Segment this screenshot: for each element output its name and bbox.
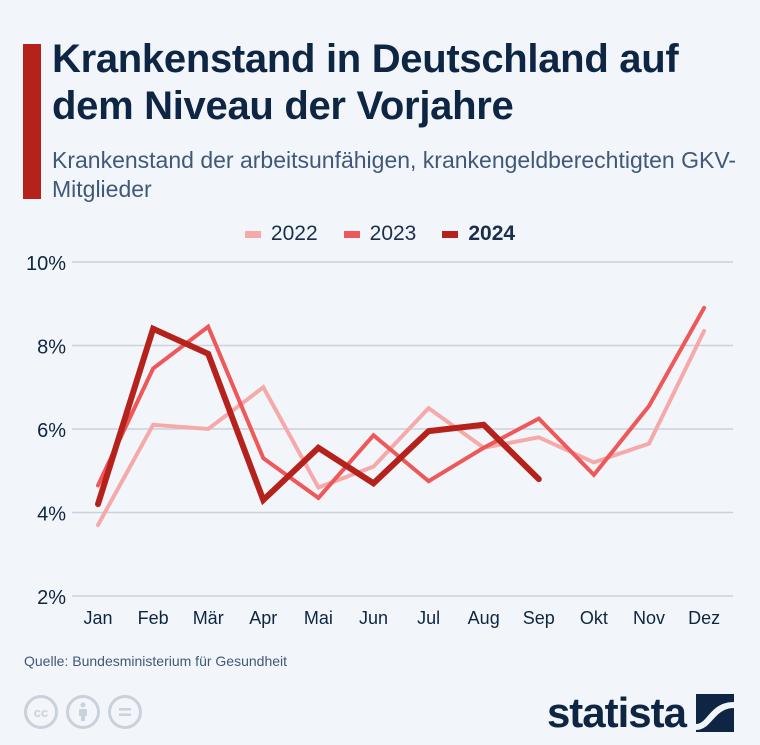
legend-item-2022: 2022 xyxy=(244,222,318,246)
y-tick-label: 4% xyxy=(37,504,66,526)
legend: 2022 2023 2024 xyxy=(0,222,760,246)
source-note: Quelle: Bundesministerium für Gesundheit xyxy=(24,653,288,669)
x-tick-label: Feb xyxy=(138,608,169,628)
title-accent-bar xyxy=(23,44,41,199)
x-tick-label: Mai xyxy=(304,608,333,628)
line-chart: 2% 4% 6% 8% 10% Jan Feb Mär Apr Mai Jun Jul Aug Sep O… xyxy=(26,253,733,628)
chart-subtitle: Krankenstand der arbeitsunfähigen, krank… xyxy=(52,147,737,202)
y-tick-label: 8% xyxy=(37,337,66,359)
cc-icon[interactable]: cc xyxy=(24,695,58,729)
y-axis-ticks: 2% 4% 6% 8% 10% xyxy=(26,253,66,609)
x-tick-label: Jan xyxy=(83,608,112,628)
x-tick-label: Jun xyxy=(359,608,388,628)
attribution-icon[interactable] xyxy=(66,695,100,729)
x-tick-label: Mär xyxy=(193,608,224,628)
y-tick-label: 2% xyxy=(37,587,66,609)
x-tick-label: Jul xyxy=(417,608,440,628)
legend-swatch-2022 xyxy=(244,230,261,238)
statista-logo-icon xyxy=(696,694,734,732)
x-tick-label: Okt xyxy=(580,608,608,628)
series-line-2023 xyxy=(96,305,707,501)
legend-label-2023: 2023 xyxy=(369,222,417,245)
legend-label-2024: 2024 xyxy=(468,222,516,245)
x-tick-label: Apr xyxy=(249,608,277,628)
y-tick-label: 6% xyxy=(37,420,66,442)
no-derivatives-icon[interactable] xyxy=(108,695,142,729)
license-icons: cc xyxy=(24,695,142,729)
gridlines xyxy=(72,261,733,597)
x-axis-ticks: Jan Feb Mär Apr Mai Jun Jul Aug Sep Okt Nov Dez xyxy=(83,608,720,628)
chart-title: Krankenstand in Deutschland auf dem Nive… xyxy=(52,37,679,128)
x-tick-label: Sep xyxy=(523,608,555,628)
legend-item-2023: 2023 xyxy=(343,222,417,246)
x-tick-label: Nov xyxy=(633,608,665,628)
legend-swatch-2024 xyxy=(442,230,459,238)
series-line-2022 xyxy=(96,328,707,527)
legend-label-2022: 2022 xyxy=(270,222,318,245)
x-tick-label: Aug xyxy=(468,608,500,628)
statista-logo-text: statista xyxy=(546,689,687,736)
legend-swatch-2023 xyxy=(343,230,360,238)
y-tick-label: 10% xyxy=(26,253,66,275)
series-line-2024 xyxy=(95,324,542,508)
x-tick-label: Dez xyxy=(688,608,720,628)
series-lines xyxy=(95,305,707,527)
legend-item-2024: 2024 xyxy=(442,222,515,246)
statista-logo[interactable]: statista xyxy=(547,692,734,734)
